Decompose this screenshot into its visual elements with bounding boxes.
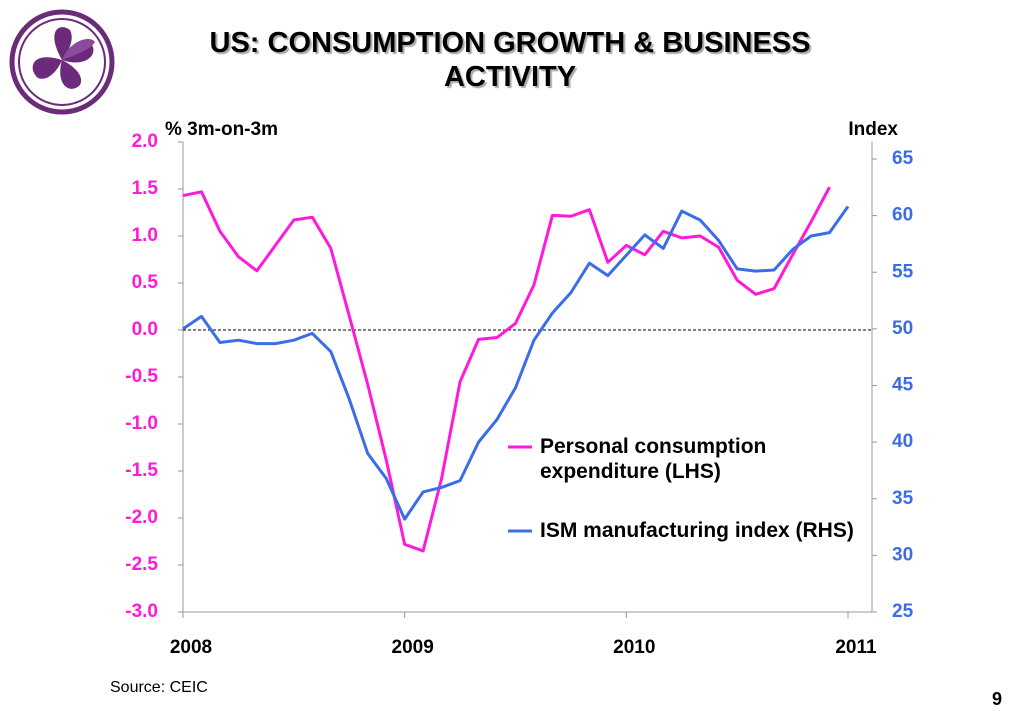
legend-label: ISM manufacturing index (RHS) <box>540 519 854 542</box>
y-tick-label: 2.0 <box>132 131 158 152</box>
y2-tick-label: 65 <box>892 148 914 169</box>
x-tick-label: 2008 <box>170 637 212 658</box>
page-number: 9 <box>992 689 1002 709</box>
y2-tick-label: 30 <box>892 544 913 565</box>
y-tick-label: -2.5 <box>125 554 158 575</box>
x-tick-label: 2011 <box>835 637 877 658</box>
chart-title: US: CONSUMPTION GROWTH & BUSINESS ACTIVI… <box>209 27 811 93</box>
y-tick-label: 0.5 <box>132 272 159 293</box>
y-tick-label: -3.0 <box>125 601 158 622</box>
y-tick-label: 1.0 <box>132 225 158 246</box>
y-axis-label: % 3m-on-3m <box>165 119 278 140</box>
y-tick-label: -0.5 <box>125 366 158 387</box>
source: Source: CEIC <box>110 679 208 696</box>
x-tick-label: 2010 <box>613 637 655 658</box>
y-tick-label: -1.5 <box>125 460 158 481</box>
x-tick-label: 2009 <box>392 637 434 658</box>
y-tick-label: -1.0 <box>125 413 158 434</box>
y2-tick-label: 55 <box>892 261 914 282</box>
legend-label: Personal consumption expenditure (LHS) <box>540 435 767 483</box>
y2-tick-label: 35 <box>892 488 914 509</box>
y2-axis-label: Index <box>848 119 898 140</box>
y2-tick-label: 45 <box>892 375 914 396</box>
y-tick-label: 1.5 <box>132 178 159 199</box>
y2-tick-label: 50 <box>892 318 913 339</box>
logo <box>9 9 115 115</box>
y2-tick-label: 60 <box>892 205 913 226</box>
y-tick-label: 0.0 <box>132 319 158 340</box>
series-line <box>182 205 850 521</box>
y2-tick-label: 25 <box>892 601 914 622</box>
y-tick-label: -2.0 <box>125 507 158 528</box>
y2-tick-label: 40 <box>892 431 913 452</box>
series-line <box>182 186 831 553</box>
